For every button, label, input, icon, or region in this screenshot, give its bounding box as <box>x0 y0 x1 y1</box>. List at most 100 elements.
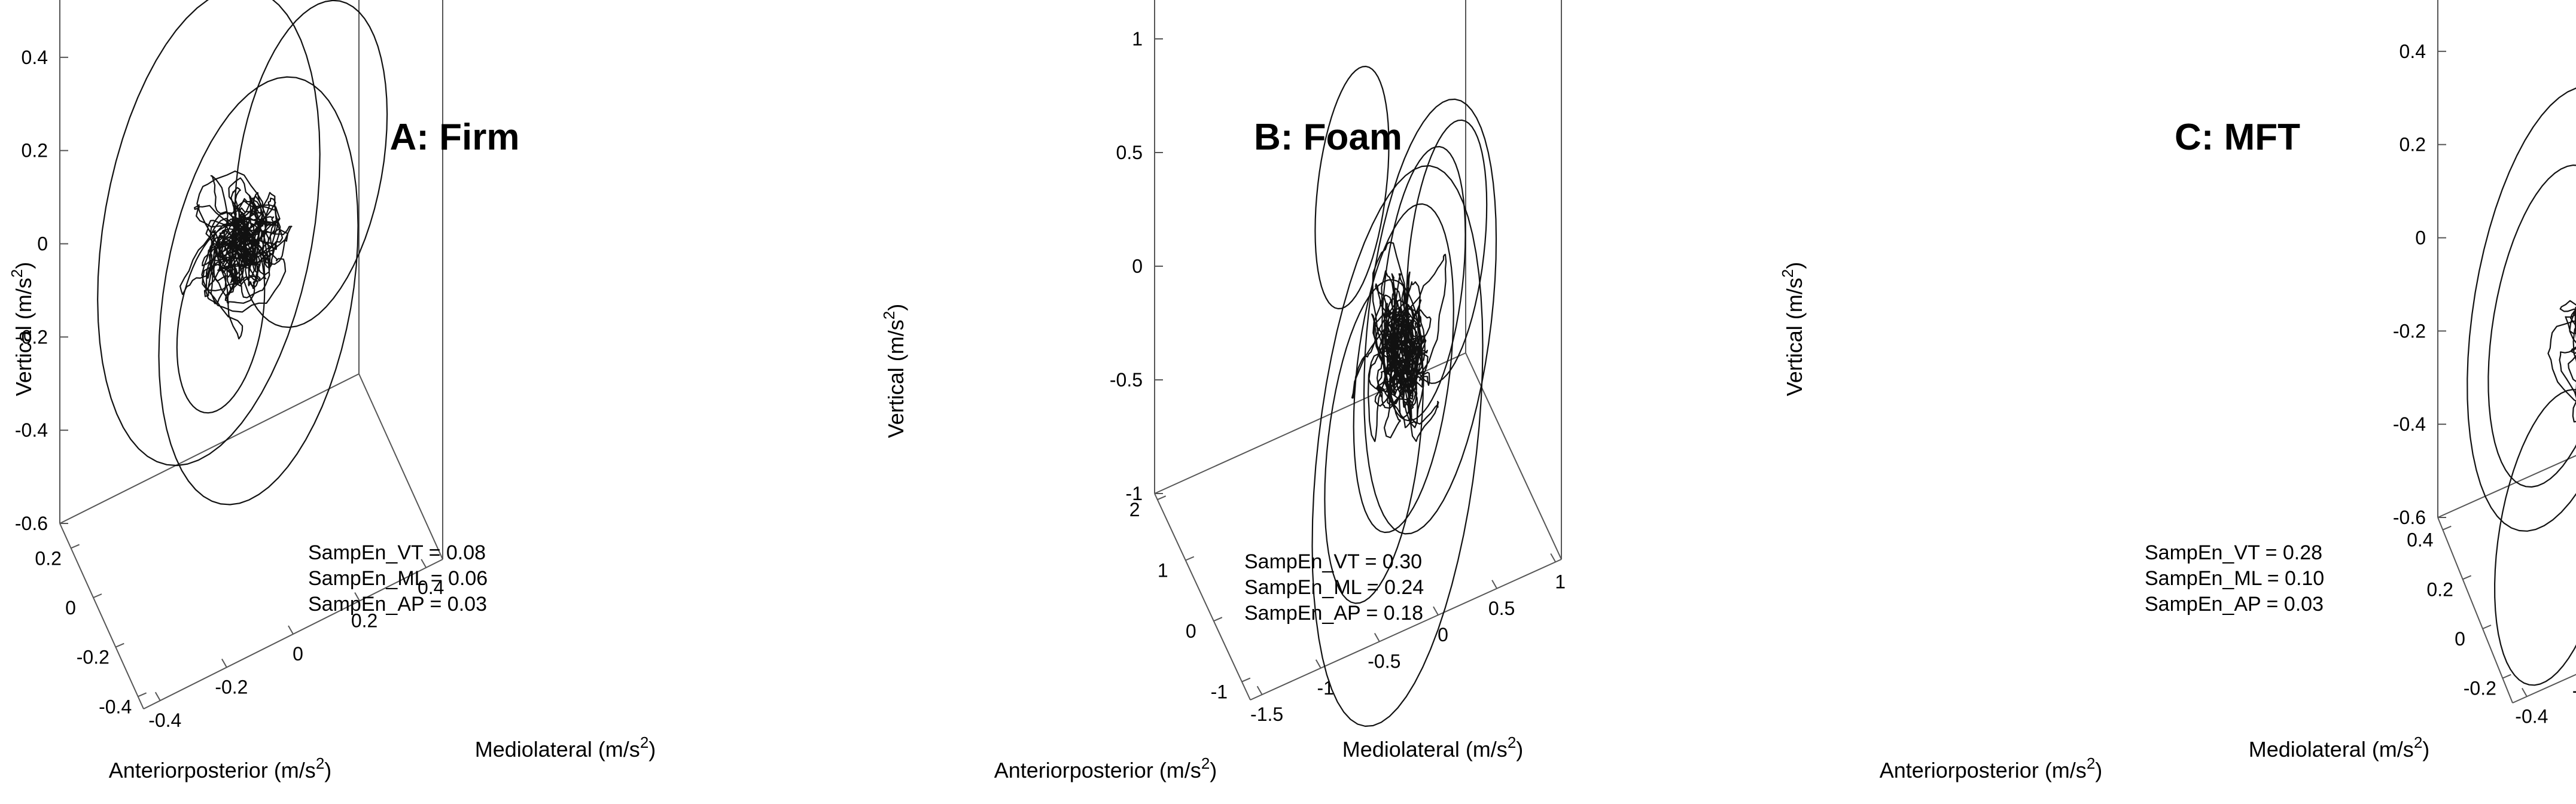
acceleration-trajectory <box>179 170 293 340</box>
axis-edge-1 <box>2512 674 2576 704</box>
z-tick-label: 0 <box>2415 227 2426 249</box>
chart-panel-3: -0.200.20.4-0.4-0.200.20.40.6-0.6-0.4-0.… <box>1779 0 2576 782</box>
sampen-annotations: SampEn_VT = 0.30 SampEn_ML = 0.24 SampEn_A… <box>1244 550 1424 625</box>
x-axis-label: Anteriorposterior (m/s2) <box>109 754 332 782</box>
x-tick-mark <box>1241 677 1251 683</box>
x-tick-label: -0.2 <box>77 647 109 668</box>
x-tick-label: -0.2 <box>2464 678 2496 699</box>
y-tick-label: -0.4 <box>148 709 181 731</box>
z-tick-label: 0.2 <box>22 140 48 162</box>
z-tick-label: -0.6 <box>2393 507 2426 528</box>
trajectory-loop <box>1406 119 1488 384</box>
axis-edge-2 <box>2437 455 2576 518</box>
x-ticks: -0.2 0 0.2 0.4 <box>2407 525 2511 699</box>
x-tick-label: 2 <box>1129 499 1140 520</box>
x-tick-mark <box>2462 575 2472 580</box>
z-tick-label: 0 <box>37 233 48 255</box>
x-tick-label: 1 <box>1158 560 1168 581</box>
y-tick-mark <box>2521 687 2528 697</box>
y-tick-mark <box>1550 553 1557 562</box>
y-tick-mark <box>1433 606 1439 616</box>
y-tick-label: -0.2 <box>2572 680 2576 702</box>
z-tick-label: -0.4 <box>15 419 48 441</box>
z-tick-label: 0 <box>1132 255 1143 277</box>
trajectory-loop <box>97 0 321 467</box>
y-tick-mark <box>154 692 161 701</box>
z-tick-label: -1 <box>1126 483 1143 504</box>
x-ticks: -0.4 -0.2 0 0.2 <box>35 544 147 717</box>
sampen-annotation: SampEn_ML = 0.24 <box>1244 576 1424 599</box>
y-tick-label: -0.4 <box>2515 705 2548 727</box>
y-tick-mark <box>288 625 294 635</box>
x-axis-label: Anteriorposterior (m/s2) <box>994 754 1217 782</box>
y-tick-mark <box>354 592 360 601</box>
y-tick-label: 1 <box>1555 571 1566 592</box>
y-axis-label: Mediolateral (m/s2) <box>1342 733 1524 762</box>
x-tick-mark <box>71 544 80 549</box>
sampen-annotation: SampEn_VT = 0.28 <box>2145 541 2322 564</box>
z-tick-label: -0.5 <box>1110 369 1143 391</box>
chart-title: A: Firm <box>390 117 520 158</box>
x-ticks: -1 0 1 2 <box>1129 495 1251 703</box>
y-tick-mark <box>1374 632 1380 642</box>
z-tick-label: -0.4 <box>2393 413 2426 435</box>
axis-edge-0 <box>59 523 144 709</box>
z-tick-label: 0.2 <box>2400 134 2426 156</box>
y-tick-label: 0 <box>293 643 303 665</box>
x-tick-label: 0.2 <box>35 547 61 569</box>
trajectory-loop <box>2467 87 2576 532</box>
axes-box <box>2437 0 2576 704</box>
x-tick-mark <box>115 642 124 648</box>
chart-panel-1: -0.4 -0.2 0 0.2 -0.4 -0.2 0 0.2 0.4 -0.6 -0.4 -0.2 0… <box>8 0 656 782</box>
x-tick-mark <box>1157 495 1167 501</box>
x-axis-label: Anteriorposterior (m/s2) <box>1880 754 2103 782</box>
trajectory-loop <box>1324 279 1424 604</box>
trajectory-loop <box>2493 389 2576 686</box>
trajectory-loop <box>2487 165 2576 488</box>
trajectory-loop <box>234 0 388 328</box>
axis-edge-2 <box>59 373 360 524</box>
x-tick-mark <box>93 593 102 598</box>
axis-edge-3 <box>1465 352 1562 560</box>
x-tick-label: 0 <box>1186 620 1196 642</box>
z-ticks: -0.6-0.4-0.200.20.40.6 <box>2393 41 2446 528</box>
z-axis-label: Vertical (m/s2) <box>880 304 908 438</box>
y-tick-label: -1.5 <box>1250 704 1283 725</box>
sampen-annotation: SampEn_AP = 0.03 <box>2145 593 2324 616</box>
y-tick-label: 0 <box>1438 624 1448 645</box>
trajectory-loop <box>1381 146 1466 422</box>
z-axis-label: Vertical (m/s2) <box>1779 262 1807 397</box>
trajectory-loop <box>158 76 359 505</box>
y-tick-label: 0.4 <box>418 577 444 598</box>
trajectory-loop <box>1314 65 1390 310</box>
z-axis-label: Vertical (m/s2) <box>8 262 36 397</box>
y-ticks: -1.5-1-0.500.51 <box>1250 553 1566 725</box>
chart-title: B: Foam <box>1254 117 1402 158</box>
trajectory-loop <box>1353 203 1454 534</box>
y-axis-label: Mediolateral (m/s2) <box>2249 733 2430 762</box>
trajectory-loop <box>176 224 266 414</box>
y-tick-mark <box>1491 580 1497 589</box>
sampen-annotation: SampEn_AP = 0.18 <box>1244 602 1423 625</box>
sampen-annotation: SampEn_VT = 0.08 <box>308 541 486 564</box>
chart-panel-2: -1012-1.5-1-0.500.51-1-0.500.511.5Anteri… <box>880 0 1566 782</box>
y-tick-mark <box>1256 686 1263 695</box>
x-tick-mark <box>2442 525 2452 531</box>
y-tick-mark <box>421 559 427 568</box>
x-tick-label: -1 <box>1211 681 1228 703</box>
x-tick-label: 0.4 <box>2407 529 2433 551</box>
x-tick-mark <box>2502 674 2511 679</box>
axis-edge-1 <box>1250 559 1562 701</box>
acceleration-trajectory <box>1351 241 1447 443</box>
sampen-annotation: SampEn_AP = 0.03 <box>308 593 487 616</box>
chart-title: C: MFT <box>2175 117 2300 158</box>
z-tick-label: 0.4 <box>2400 41 2426 62</box>
y-ticks: -0.4 -0.2 0 0.2 0.4 <box>148 559 444 731</box>
y-tick-mark <box>1315 659 1322 669</box>
trajectory-loop <box>1363 98 1497 535</box>
y-ticks: -0.4-0.200.20.40.6 <box>2515 680 2576 727</box>
z-ticks: -1-0.500.511.5 <box>1110 28 1163 504</box>
axis-edge-3 <box>358 373 443 560</box>
y-tick-mark <box>221 659 227 668</box>
